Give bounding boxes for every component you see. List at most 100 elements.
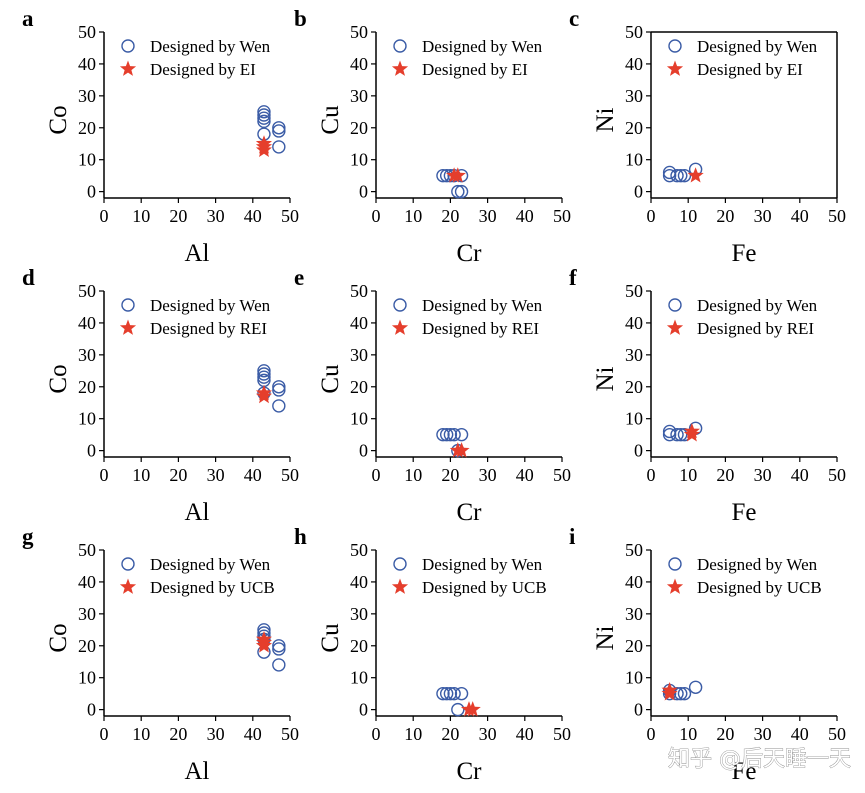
circle-marker (662, 168, 677, 183)
x-tick-label: 50 (281, 465, 299, 485)
panel-label: i (569, 524, 576, 549)
y-tick-label: 20 (78, 377, 96, 397)
x-tick-label: 10 (404, 724, 422, 744)
circle-marker (677, 686, 692, 701)
circle-marker (439, 427, 454, 442)
y-tick-label: 30 (625, 345, 643, 365)
circle-marker (436, 168, 450, 183)
panel-label: e (294, 265, 304, 290)
y-tick-label: 10 (625, 409, 643, 429)
x-tick-label: 50 (828, 206, 846, 226)
y-tick-label: 20 (78, 118, 96, 138)
y-tick-label: 40 (78, 572, 96, 592)
circle-marker (257, 105, 271, 119)
y-tick-label: 20 (350, 636, 368, 656)
x-tick-label: 10 (679, 465, 697, 485)
circle-marker (257, 367, 271, 381)
y-tick-label: 40 (78, 54, 96, 74)
y-tick-label: 50 (350, 281, 368, 301)
star-marker (661, 685, 678, 701)
legend-label: Designed by EI (697, 60, 803, 79)
x-tick-label: 10 (404, 206, 422, 226)
y-tick-label: 0 (87, 700, 96, 720)
circle-marker (272, 399, 286, 413)
panel-label: f (569, 265, 577, 290)
y-tick-label: 20 (625, 377, 643, 397)
circle-marker (257, 114, 271, 129)
y-tick-label: 50 (78, 281, 96, 301)
circle-marker (272, 380, 286, 394)
star-marker (255, 141, 272, 157)
x-tick-label: 40 (791, 724, 809, 744)
y-axis-label: Co (45, 105, 72, 134)
y-tick-label: 30 (625, 604, 643, 624)
star-marker (255, 387, 272, 404)
y-tick-label: 30 (78, 345, 96, 365)
y-tick-label: 50 (625, 22, 643, 42)
circle-marker (674, 168, 688, 183)
legend-marker (666, 578, 684, 594)
legend-label: Designed by UCB (422, 578, 547, 597)
x-tick-label: 0 (100, 206, 109, 226)
star-marker (464, 701, 481, 717)
legend-label: Designed by Wen (697, 37, 818, 56)
legend-label: Designed by Wen (422, 296, 543, 315)
x-tick-label: 0 (647, 206, 656, 226)
y-tick-label: 0 (634, 700, 643, 720)
circle-marker (272, 639, 286, 653)
x-tick-label: 50 (553, 724, 571, 744)
circle-marker (451, 184, 465, 199)
x-tick-label: 50 (553, 206, 571, 226)
y-tick-label: 20 (350, 377, 368, 397)
x-axis-label: Fe (732, 499, 757, 526)
circle-marker (257, 111, 271, 125)
panel-label: d (22, 265, 35, 290)
circle-marker (436, 427, 450, 442)
y-tick-label: 40 (350, 572, 368, 592)
y-tick-label: 0 (359, 700, 368, 720)
y-tick-label: 10 (78, 150, 96, 170)
x-tick-label: 50 (553, 465, 571, 485)
x-tick-label: 40 (244, 465, 262, 485)
y-tick-label: 30 (625, 86, 643, 106)
circle-marker (257, 370, 271, 384)
legend-marker (666, 319, 684, 335)
y-tick-label: 50 (78, 540, 96, 560)
x-tick-label: 30 (207, 724, 225, 744)
y-tick-label: 30 (78, 604, 96, 624)
x-tick-label: 0 (372, 724, 381, 744)
watermark: 知乎 @后天睡一天 (668, 747, 851, 772)
y-tick-label: 50 (625, 540, 643, 560)
legend-marker (119, 60, 137, 76)
circle-marker (257, 108, 271, 122)
y-tick-label: 50 (78, 22, 96, 42)
x-tick-label: 30 (479, 724, 497, 744)
x-axis-label: Cr (457, 758, 483, 785)
x-tick-label: 40 (791, 465, 809, 485)
circle-marker (662, 424, 677, 439)
x-tick-label: 50 (828, 724, 846, 744)
x-axis-label: Al (185, 240, 210, 267)
panel-label: c (569, 6, 579, 31)
y-tick-label: 10 (350, 150, 368, 170)
circle-marker (454, 686, 469, 701)
x-axis-label: Al (185, 499, 210, 526)
y-tick-label: 40 (78, 313, 96, 333)
x-tick-label: 20 (716, 465, 734, 485)
y-axis-label: Co (45, 623, 72, 652)
x-tick-label: 40 (791, 206, 809, 226)
legend-marker (391, 60, 409, 76)
circle-marker (451, 702, 465, 717)
legend-marker (668, 39, 682, 53)
legend-marker (121, 298, 135, 312)
x-tick-label: 30 (754, 465, 772, 485)
x-tick-label: 10 (132, 724, 150, 744)
legend-marker (121, 39, 135, 53)
y-tick-label: 0 (87, 441, 96, 461)
x-tick-label: 0 (647, 724, 656, 744)
circle-marker (439, 686, 454, 701)
y-tick-label: 0 (634, 441, 643, 461)
circle-marker (272, 124, 286, 138)
x-tick-label: 20 (441, 206, 459, 226)
circle-marker (272, 383, 286, 397)
